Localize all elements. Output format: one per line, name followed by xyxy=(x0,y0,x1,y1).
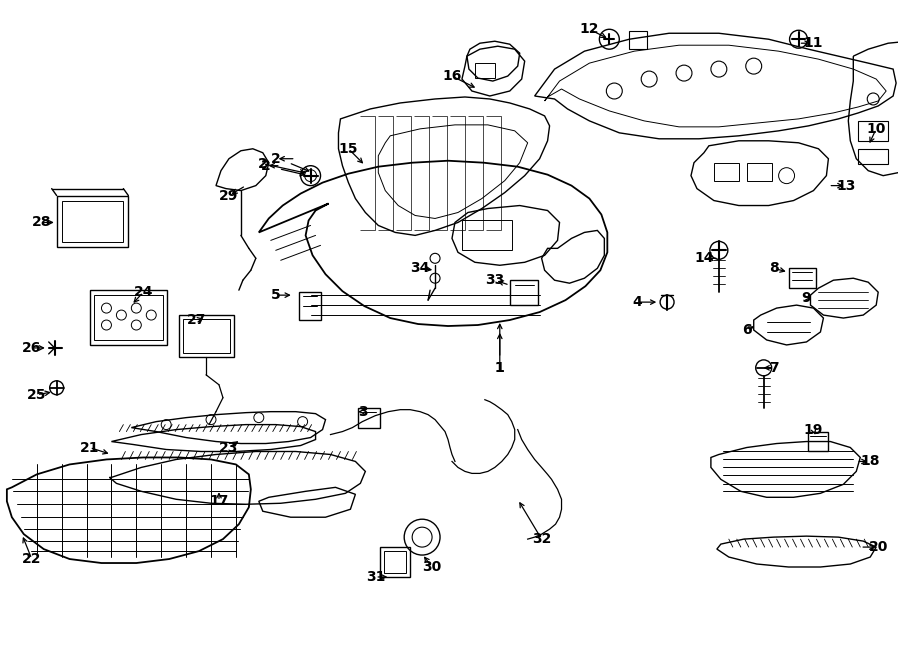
Bar xyxy=(629,31,647,49)
Text: 23: 23 xyxy=(220,440,238,455)
Bar xyxy=(859,149,888,164)
Text: 22: 22 xyxy=(22,552,41,566)
Bar xyxy=(808,432,828,451)
Text: 25: 25 xyxy=(27,388,47,402)
Text: 34: 34 xyxy=(410,261,430,275)
Text: 16: 16 xyxy=(442,69,462,83)
Text: 29: 29 xyxy=(220,188,238,202)
Text: 13: 13 xyxy=(837,178,856,192)
Bar xyxy=(89,290,167,345)
Text: 8: 8 xyxy=(769,261,778,275)
Text: 33: 33 xyxy=(485,273,504,288)
Text: 9: 9 xyxy=(802,291,811,305)
Text: 19: 19 xyxy=(804,422,824,436)
Text: 12: 12 xyxy=(580,22,599,36)
Text: 27: 27 xyxy=(186,313,206,327)
Text: 6: 6 xyxy=(742,323,751,337)
Text: 2: 2 xyxy=(261,159,271,173)
Text: 18: 18 xyxy=(860,455,880,469)
Text: 11: 11 xyxy=(804,36,824,50)
Bar xyxy=(94,295,163,340)
Text: 17: 17 xyxy=(210,494,229,508)
Text: 1: 1 xyxy=(495,361,505,375)
Text: 30: 30 xyxy=(422,560,442,574)
Text: 14: 14 xyxy=(694,251,714,265)
Bar xyxy=(509,280,537,305)
Text: 4: 4 xyxy=(633,295,642,309)
Text: 32: 32 xyxy=(532,532,552,546)
Bar xyxy=(183,319,230,353)
Bar xyxy=(788,268,816,288)
Bar xyxy=(462,221,512,251)
Bar xyxy=(358,408,381,428)
Bar xyxy=(384,551,406,573)
Bar xyxy=(299,292,320,320)
Bar xyxy=(381,547,410,577)
Bar xyxy=(61,200,123,243)
Text: 21: 21 xyxy=(80,440,99,455)
Bar xyxy=(179,315,234,357)
Bar xyxy=(859,121,888,141)
Text: 28: 28 xyxy=(32,215,51,229)
Text: 31: 31 xyxy=(365,570,385,584)
Text: 26: 26 xyxy=(22,341,41,355)
Bar xyxy=(714,163,739,180)
Text: 7: 7 xyxy=(769,361,778,375)
Text: 2: 2 xyxy=(271,152,281,166)
Text: 2: 2 xyxy=(258,157,267,171)
Bar xyxy=(475,63,495,78)
Text: 3: 3 xyxy=(358,405,368,418)
Text: 15: 15 xyxy=(338,141,358,156)
Text: 1: 1 xyxy=(495,361,505,375)
Bar xyxy=(747,163,771,180)
Text: 10: 10 xyxy=(867,122,886,136)
Text: 24: 24 xyxy=(133,285,153,299)
Text: 20: 20 xyxy=(868,540,888,554)
Text: 5: 5 xyxy=(271,288,281,302)
Bar xyxy=(57,196,129,247)
